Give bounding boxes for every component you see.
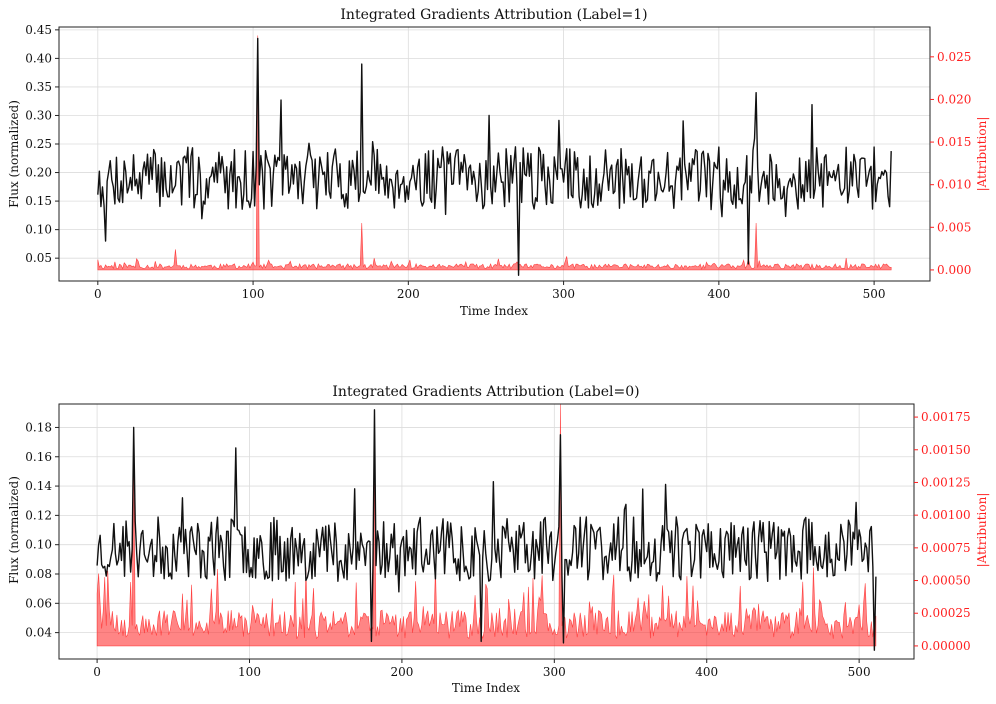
y-tick-label: 0.30 [25, 108, 52, 122]
y-right-tick-label: 0.020 [937, 92, 971, 106]
x-tick-label: 100 [242, 287, 265, 301]
y-axis-right-label: |Attribution| [975, 493, 989, 568]
y-tick-label: 0.20 [25, 166, 52, 180]
y-tick-label: 0.14 [25, 479, 52, 493]
y-right-tick-label: 0.00125 [921, 475, 971, 489]
plot-frame [58, 403, 915, 660]
y-axis-label: Flux (normalized) [7, 476, 21, 584]
x-tick-label: 0 [94, 287, 102, 301]
x-tick-label: 400 [695, 665, 718, 679]
y-tick-label: 0.15 [25, 194, 52, 208]
y-tick-label: 0.10 [25, 223, 52, 237]
flux-line [96, 409, 877, 651]
y-right-tick-label: 0.00075 [921, 541, 971, 555]
y-axis-label: Flux (normalized) [7, 100, 21, 208]
x-tick-label: 300 [552, 287, 575, 301]
y-tick-label: 0.05 [25, 251, 52, 265]
x-axis-ticks: 0 100 200 300 400 500 [94, 281, 886, 301]
chart-title: Integrated Gradients Attribution (Label=… [332, 384, 639, 400]
x-tick-label: 500 [863, 287, 886, 301]
attribution-area [97, 35, 892, 271]
y-axis-right-ticks: 0.00000 0.00025 0.00050 0.00075 0.00100 0.001… [914, 410, 971, 653]
y-right-tick-label: 0.025 [937, 50, 971, 64]
chart-panel-label-1: Integrated Gradients Attribution (Label=… [7, 7, 989, 318]
y-axis-right-ticks: 0.000 0.005 0.010 0.015 0.020 0.025 [930, 50, 971, 277]
x-tick-label: 400 [707, 287, 730, 301]
attribution-series [96, 403, 877, 647]
grid [59, 27, 930, 281]
x-tick-label: 100 [238, 665, 261, 679]
y-tick-label: 0.40 [25, 51, 52, 65]
y-tick-label: 0.45 [25, 23, 52, 37]
x-tick-label: 200 [390, 665, 413, 679]
chart-panel-label-0: Integrated Gradients Attribution (Label=… [7, 384, 989, 695]
y-right-tick-label: 0.00050 [921, 574, 971, 588]
y-tick-label: 0.12 [25, 508, 52, 522]
x-axis-ticks: 0 100 200 300 400 500 [93, 659, 871, 679]
x-axis-label: Time Index [452, 681, 520, 695]
y-right-tick-label: 0.00100 [921, 508, 971, 522]
y-right-tick-label: 0.000 [937, 263, 971, 277]
x-tick-label: 200 [397, 287, 420, 301]
flux-line [97, 37, 892, 276]
y-right-tick-label: 0.00150 [921, 443, 971, 457]
y-tick-label: 0.25 [25, 137, 52, 151]
x-axis-label: Time Index [460, 304, 528, 318]
x-tick-label: 0 [93, 665, 101, 679]
plot-frame [58, 26, 931, 282]
y-tick-label: 0.10 [25, 538, 52, 552]
y-tick-label: 0.06 [25, 596, 52, 610]
y-right-tick-label: 0.015 [937, 135, 971, 149]
y-axis-ticks: 0.04 0.06 0.08 0.10 0.12 0.14 0.16 0.18 [25, 420, 59, 640]
y-right-tick-label: 0.010 [937, 178, 971, 192]
attribution-area [96, 403, 877, 647]
y-right-tick-label: 0.005 [937, 220, 971, 234]
y-tick-label: 0.18 [25, 420, 52, 434]
y-tick-label: 0.04 [25, 626, 52, 640]
x-tick-label: 500 [848, 665, 871, 679]
y-tick-label: 0.35 [25, 80, 52, 94]
y-right-tick-label: 0.00175 [921, 410, 971, 424]
y-tick-label: 0.16 [25, 450, 52, 464]
y-axis-right-label: |Attribution| [975, 117, 989, 192]
y-tick-label: 0.08 [25, 567, 52, 581]
flux-series [97, 37, 892, 276]
chart-title: Integrated Gradients Attribution (Label=… [340, 7, 647, 23]
attribution-series [97, 35, 892, 271]
y-axis-ticks: 0.05 0.10 0.15 0.20 0.25 0.30 0.35 0.40 0.45 [25, 23, 59, 265]
y-right-tick-label: 0.00000 [921, 639, 971, 653]
y-right-tick-label: 0.00025 [921, 606, 971, 620]
x-tick-label: 300 [543, 665, 566, 679]
flux-series [96, 409, 877, 651]
